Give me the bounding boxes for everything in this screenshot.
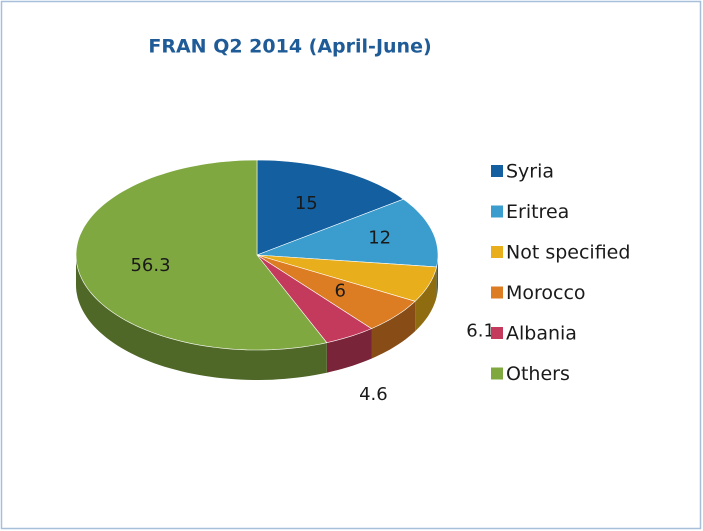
slice-side bbox=[415, 266, 437, 332]
legend-label: Eritrea bbox=[506, 201, 569, 223]
data-label: 15 bbox=[295, 193, 318, 214]
legend-swatch bbox=[491, 165, 503, 177]
chart-title: FRAN Q2 2014 (April-June) bbox=[148, 36, 431, 58]
legend-label: Morocco bbox=[506, 282, 586, 304]
legend-swatch bbox=[491, 367, 503, 380]
data-label: 6.1 bbox=[466, 321, 495, 342]
slice bbox=[256, 254, 416, 329]
slice-side bbox=[371, 301, 416, 359]
slice-side bbox=[76, 255, 327, 380]
data-label: 56.3 bbox=[130, 255, 170, 276]
legend: Syria Eritrea Not specified Morocco Albania O… bbox=[491, 161, 630, 385]
slice bbox=[256, 254, 437, 302]
slice bbox=[256, 254, 373, 344]
legend-label: Not specified bbox=[506, 242, 630, 264]
legend-swatch bbox=[491, 327, 503, 339]
data-label: 6 bbox=[334, 281, 345, 302]
legend-swatch bbox=[491, 205, 503, 218]
slice bbox=[256, 198, 439, 268]
legend-swatch bbox=[491, 286, 503, 299]
legend-swatch bbox=[491, 246, 503, 258]
slice bbox=[256, 159, 405, 256]
legend-label: Syria bbox=[506, 161, 554, 183]
legend-label: Others bbox=[506, 363, 570, 385]
data-label: 4.6 bbox=[359, 384, 388, 405]
pie: 15 12 6.1 6 4.6 56.3 bbox=[75, 159, 495, 405]
legend-label: Albania bbox=[506, 323, 577, 345]
slice-side bbox=[326, 328, 372, 373]
data-label: 12 bbox=[368, 228, 391, 249]
slice bbox=[75, 159, 328, 351]
